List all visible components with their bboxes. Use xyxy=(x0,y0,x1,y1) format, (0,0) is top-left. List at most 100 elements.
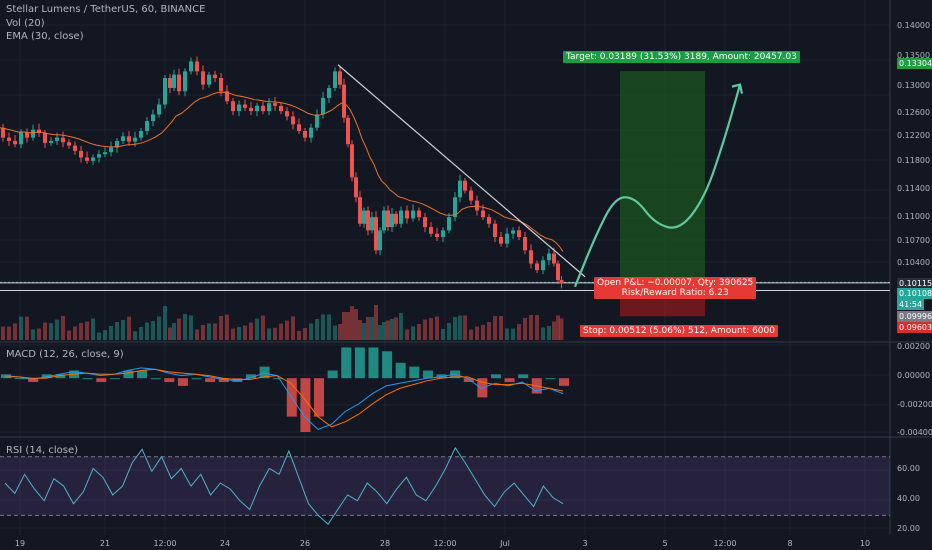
candle-body xyxy=(279,105,283,112)
macd-histogram-bar xyxy=(96,378,107,383)
price-tag: 0.09603 xyxy=(897,322,932,333)
volume-bar xyxy=(354,309,358,340)
volume-bar xyxy=(13,323,17,340)
candle-body xyxy=(559,280,564,284)
price-axis-label: 0.10700 xyxy=(897,236,930,245)
volume-bar xyxy=(85,321,89,340)
candle-body xyxy=(417,210,421,218)
rsi-axis-label: 20.00 xyxy=(897,524,920,533)
price-axis-label: 0.11400 xyxy=(897,184,930,193)
candle-body xyxy=(441,230,445,237)
candle-body xyxy=(163,78,167,105)
candle-body xyxy=(321,97,325,115)
volume-bar xyxy=(309,323,313,340)
macd-legend[interactable]: MACD (12, 26, close, 9) xyxy=(6,349,124,360)
macd-histogram-bar xyxy=(463,378,474,383)
macd-histogram-bar xyxy=(28,378,39,383)
rsi-legend[interactable]: RSI (14, close) xyxy=(6,445,79,456)
candle-body xyxy=(481,210,485,218)
volume-bar xyxy=(267,328,271,340)
macd-histogram-bar xyxy=(218,378,229,383)
candle-body xyxy=(267,103,271,112)
candle-body xyxy=(231,101,235,112)
volume-bar xyxy=(103,330,107,340)
stop-label[interactable]: Stop: 0.00512 (5.06%) 512, Amount: 6000 xyxy=(580,325,778,337)
volume-bar xyxy=(183,314,187,340)
price-tag: 0.10115 xyxy=(897,278,932,289)
time-axis-label: 12:00 xyxy=(713,539,736,548)
candle-body xyxy=(7,137,11,141)
volume-bar xyxy=(423,319,427,340)
pnl-label[interactable]: Open P&L: −0.00007, Qty: 390625 Risk/Rew… xyxy=(594,277,757,299)
candle-body xyxy=(378,230,382,251)
candle-body xyxy=(499,237,503,244)
volume-bar xyxy=(139,327,143,340)
macd-histogram-bar xyxy=(191,378,202,380)
price-axis-label: 0.12200 xyxy=(897,131,930,140)
candle-body xyxy=(382,210,386,231)
target-label[interactable]: Target: 0.03189 (31.53%) 3189, Amount: 2… xyxy=(563,51,800,63)
volume-bar xyxy=(237,327,241,340)
symbol-legend[interactable]: Stellar Lumens / TetherUS, 60, BINANCE xyxy=(6,4,206,15)
volume-bar xyxy=(441,329,445,340)
volume-bar xyxy=(499,316,503,340)
candle-body xyxy=(201,71,205,85)
candle-body xyxy=(447,217,451,231)
volume-bar xyxy=(231,328,235,340)
volume-bar xyxy=(411,326,415,340)
macd-histogram-bar xyxy=(259,366,270,379)
volume-bar xyxy=(291,316,295,340)
candle-body xyxy=(91,157,95,161)
macd-histogram-bar xyxy=(545,378,556,380)
volume-bar xyxy=(321,314,325,340)
time-axis-label: 28 xyxy=(380,539,390,548)
volume-bar xyxy=(249,322,253,340)
price-tag: 0.13304 xyxy=(897,58,932,69)
candle-body xyxy=(97,154,101,158)
volume-bar xyxy=(529,315,533,340)
volume-bar xyxy=(279,323,283,340)
price-tag: 41:54 xyxy=(897,299,925,310)
candle-body xyxy=(172,74,176,88)
volume-bar xyxy=(297,331,301,340)
volume-bar xyxy=(121,319,125,340)
rsi-pane xyxy=(0,446,890,525)
candle-body xyxy=(189,61,193,72)
macd-histogram-bar xyxy=(273,378,284,380)
volume-bar xyxy=(255,318,259,340)
volume-bar xyxy=(493,316,497,340)
candle-body xyxy=(297,124,301,131)
volume-legend[interactable]: Vol (20) xyxy=(6,18,45,29)
candle-body xyxy=(249,107,253,112)
volume-bar xyxy=(517,324,521,340)
ema-legend[interactable]: EMA (30, close) xyxy=(6,31,84,42)
macd-pane xyxy=(1,347,569,432)
candle-body xyxy=(469,190,473,201)
price-axis-label: 0.12600 xyxy=(897,108,930,117)
candle-body xyxy=(225,91,229,102)
time-axis-label: 12:00 xyxy=(433,539,456,548)
rsi-line xyxy=(4,446,564,525)
candle-body xyxy=(315,114,319,128)
candle-body xyxy=(541,260,545,271)
macd-histogram-bar xyxy=(409,366,420,379)
candle-body xyxy=(552,253,556,264)
candle-body xyxy=(390,213,394,228)
macd-axis-label: -0.00400 xyxy=(897,428,932,437)
volume-bar xyxy=(261,315,265,340)
volume-bar xyxy=(315,319,319,340)
volume-bar xyxy=(97,332,101,340)
candle-body xyxy=(386,210,390,228)
price-axis-label: 0.10400 xyxy=(897,258,930,267)
time-axis-label: 21 xyxy=(100,539,110,548)
candles xyxy=(1,56,564,289)
candle-body xyxy=(109,147,113,153)
macd-histogram-bar xyxy=(490,374,501,379)
macd-histogram-bar xyxy=(422,370,433,379)
volume-bar xyxy=(505,328,509,340)
macd-histogram-bar xyxy=(55,374,66,379)
macd-histogram-bar xyxy=(177,378,188,386)
candle-body xyxy=(423,217,427,228)
volume-bar xyxy=(370,317,374,340)
